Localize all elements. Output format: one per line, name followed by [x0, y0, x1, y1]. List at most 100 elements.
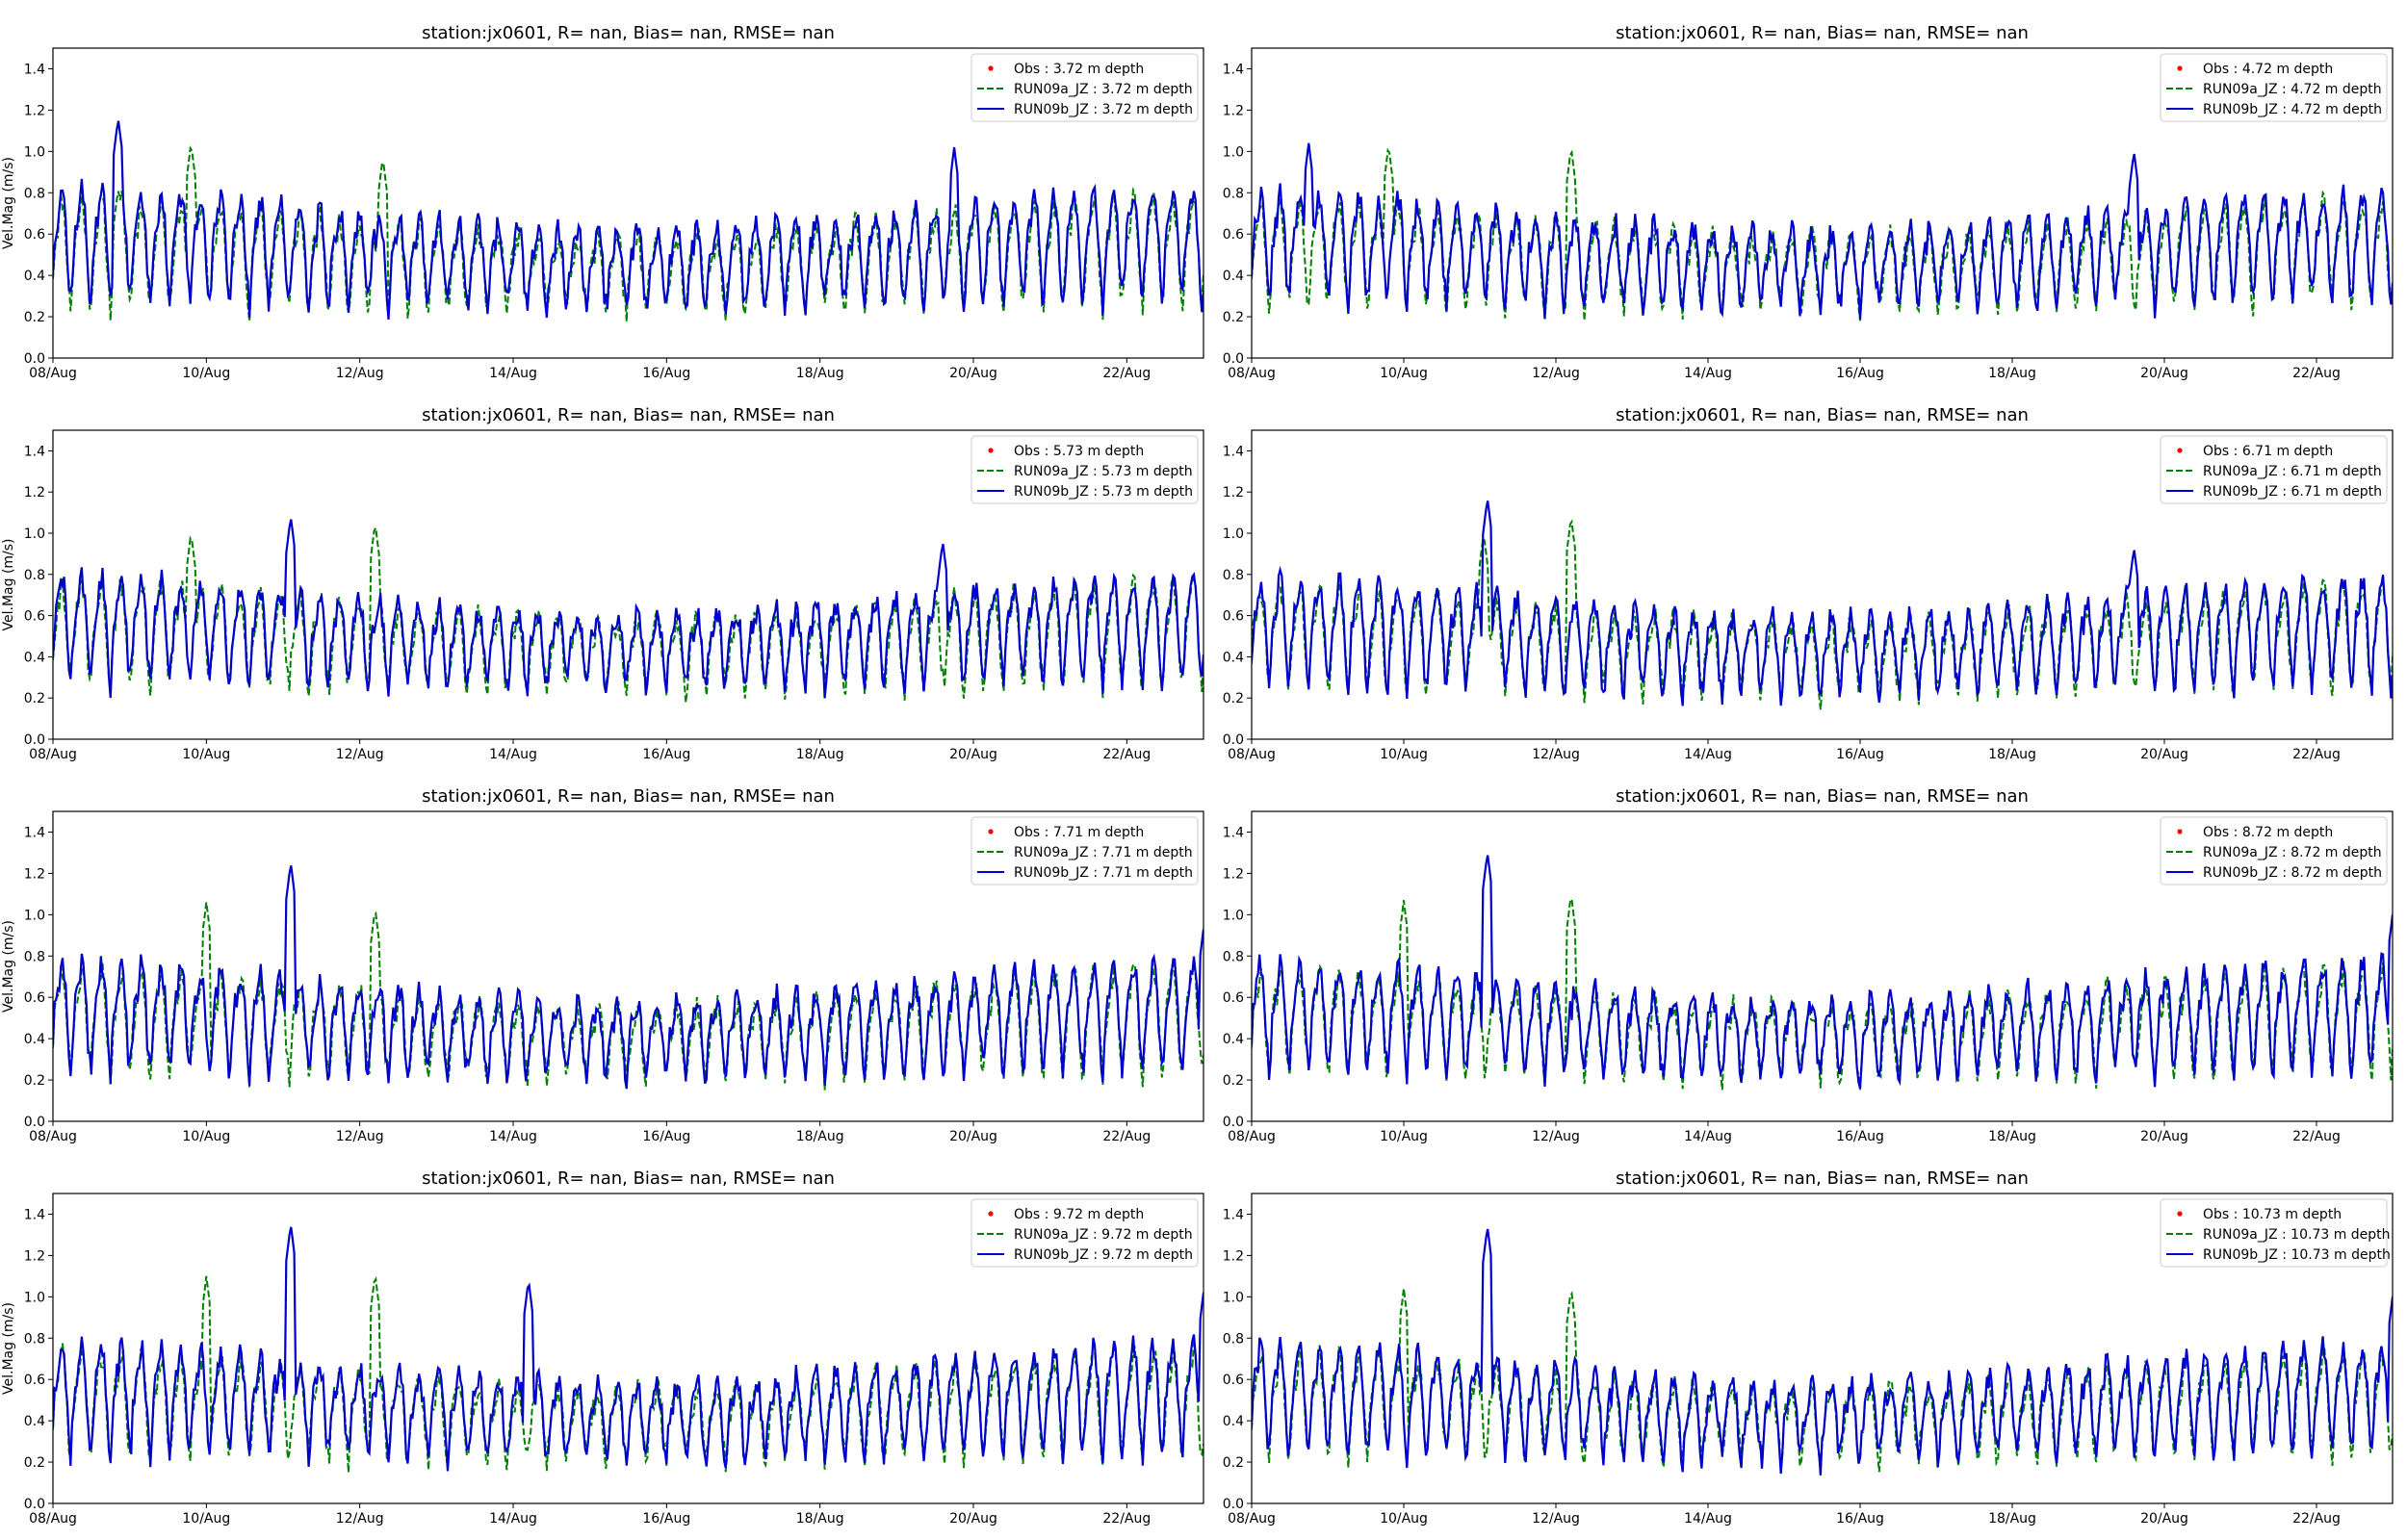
y-tick-label: 1.4 [24, 1207, 45, 1222]
legend-box [2160, 1198, 2388, 1268]
x-tick-label: 20/Aug [949, 747, 997, 762]
legend-entry: Obs : 9.72 m depth [1014, 1207, 1144, 1222]
y-tick-label: 1.0 [1223, 526, 1244, 542]
x-tick-label: 08/Aug [1228, 366, 1276, 381]
x-tick-label: 12/Aug [1532, 1511, 1580, 1527]
plot-area [53, 120, 1204, 322]
y-tick-label: 1.0 [24, 526, 45, 542]
axes-frame [1251, 1193, 2394, 1504]
y-tick-label: 0.0 [1223, 1497, 1244, 1512]
x-tick-label: 08/Aug [1228, 1129, 1276, 1144]
plot-area [1252, 855, 2393, 1091]
y-tick-label: 1.0 [1223, 144, 1244, 160]
legend-entry: RUN09b_JZ : 5.73 m depth [1014, 484, 1193, 500]
y-tick-label: 0.8 [24, 949, 45, 964]
legend-entry: RUN09b_JZ : 3.72 m depth [1014, 102, 1193, 117]
x-tick-label: 16/Aug [642, 366, 690, 381]
y-tick-label: 1.2 [24, 103, 45, 118]
subplot-title: station:jx0601, R= nan, Bias= nan, RMSE=… [422, 23, 835, 43]
subplot-4: station:jx0601, R= nan, Bias= nan, RMSE=… [1223, 405, 2394, 762]
x-tick-label: 12/Aug [1532, 1129, 1580, 1144]
y-tick-label: 1.4 [24, 444, 45, 459]
y-axis-label: Vel.Mag (m/s) [1, 538, 16, 630]
x-tick-label: 16/Aug [642, 747, 690, 762]
x-tick-label: 08/Aug [29, 1129, 77, 1144]
x-tick-label: 18/Aug [1988, 1129, 2036, 1144]
run09b-line [1252, 500, 2393, 706]
legend-obs-marker [2177, 829, 2183, 834]
legend: Obs : 10.73 m depth RUN09a_JZ : 10.73 m d… [2160, 1198, 2391, 1268]
y-tick-label: 0.6 [1223, 227, 1244, 243]
x-tick-label: 22/Aug [1102, 366, 1151, 381]
plot-area [1252, 1228, 2393, 1476]
y-tick-label: 1.0 [1223, 908, 1244, 923]
x-tick-label: 22/Aug [2292, 366, 2341, 381]
y-tick-label: 0.2 [24, 691, 45, 706]
y-axis-label: Vel.Mag (m/s) [1, 920, 16, 1013]
y-tick-label: 1.2 [1223, 866, 1244, 882]
x-tick-label: 18/Aug [1988, 1511, 2036, 1527]
legend-entry: RUN09a_JZ : 10.73 m depth [2203, 1227, 2391, 1243]
run09b-line [1252, 855, 2393, 1089]
x-tick-label: 20/Aug [2140, 747, 2188, 762]
y-tick-label: 1.2 [1223, 103, 1244, 118]
subplot-title: station:jx0601, R= nan, Bias= nan, RMSE=… [422, 405, 835, 425]
legend: Obs : 9.72 m depth RUN09a_JZ : 9.72 m dep… [971, 1198, 1199, 1268]
y-tick-label: 0.4 [24, 1032, 45, 1047]
x-tick-label: 18/Aug [796, 747, 844, 762]
axes-frame [52, 429, 1204, 740]
y-tick-label: 0.6 [1223, 990, 1244, 1006]
y-tick-label: 1.2 [1223, 485, 1244, 500]
subplot-title: station:jx0601, R= nan, Bias= nan, RMSE=… [1616, 1168, 2029, 1189]
legend-obs-marker [2177, 1211, 2183, 1217]
x-tick-label: 20/Aug [949, 1129, 997, 1144]
x-tick-label: 16/Aug [1836, 1511, 1884, 1527]
x-tick-label: 14/Aug [1684, 366, 1732, 381]
y-tick-label: 1.2 [1223, 1248, 1244, 1264]
legend-entry: RUN09b_JZ : 9.72 m depth [1014, 1247, 1193, 1263]
legend-box [2160, 53, 2388, 122]
subplot-5: station:jx0601, R= nan, Bias= nan, RMSE=… [1, 786, 1204, 1144]
legend-box [971, 435, 1199, 504]
y-tick-label: 0.4 [24, 1414, 45, 1429]
y-tick-label: 1.4 [1223, 825, 1244, 840]
y-tick-label: 0.2 [24, 310, 45, 325]
y-tick-label: 0.0 [24, 732, 45, 748]
legend-entry: RUN09b_JZ : 4.72 m depth [2203, 102, 2382, 117]
subplot-8: station:jx0601, R= nan, Bias= nan, RMSE=… [1223, 1168, 2394, 1527]
y-tick-label: 0.0 [1223, 732, 1244, 748]
x-tick-label: 18/Aug [796, 1511, 844, 1527]
y-tick-label: 1.0 [24, 144, 45, 160]
subplot-title: station:jx0601, R= nan, Bias= nan, RMSE=… [1616, 23, 2029, 43]
y-tick-label: 1.4 [1223, 62, 1244, 77]
y-tick-label: 0.2 [1223, 691, 1244, 706]
y-tick-label: 0.8 [24, 186, 45, 201]
x-tick-label: 12/Aug [1532, 366, 1580, 381]
legend-entry: Obs : 6.71 m depth [2203, 444, 2333, 459]
subplot-title: station:jx0601, R= nan, Bias= nan, RMSE=… [422, 786, 835, 807]
axes-frame [52, 1193, 1204, 1504]
legend: Obs : 3.72 m depth RUN09a_JZ : 3.72 m dep… [971, 53, 1199, 122]
y-tick-label: 0.4 [1223, 1414, 1244, 1429]
x-tick-label: 14/Aug [489, 1129, 537, 1144]
x-tick-label: 12/Aug [336, 747, 384, 762]
y-tick-label: 0.2 [1223, 1455, 1244, 1471]
y-tick-label: 0.8 [1223, 568, 1244, 583]
x-tick-label: 22/Aug [1102, 747, 1151, 762]
y-tick-label: 0.0 [1223, 351, 1244, 367]
x-tick-label: 16/Aug [1836, 747, 1884, 762]
legend-box [971, 816, 1199, 886]
y-tick-label: 0.2 [24, 1073, 45, 1089]
x-tick-label: 16/Aug [1836, 1129, 1884, 1144]
y-tick-label: 0.6 [1223, 1373, 1244, 1388]
legend-entry: RUN09a_JZ : 7.71 m depth [1014, 845, 1193, 860]
legend-entry: Obs : 3.72 m depth [1014, 62, 1144, 77]
legend-obs-marker [2177, 65, 2183, 71]
y-tick-label: 1.4 [1223, 444, 1244, 459]
y-tick-label: 1.2 [24, 1248, 45, 1264]
axes-frame [1251, 810, 2394, 1122]
y-axis-label: Vel.Mag (m/s) [1, 1302, 16, 1395]
x-tick-label: 20/Aug [949, 366, 997, 381]
x-tick-label: 20/Aug [2140, 366, 2188, 381]
legend: Obs : 5.73 m depth RUN09a_JZ : 5.73 m dep… [971, 435, 1199, 504]
